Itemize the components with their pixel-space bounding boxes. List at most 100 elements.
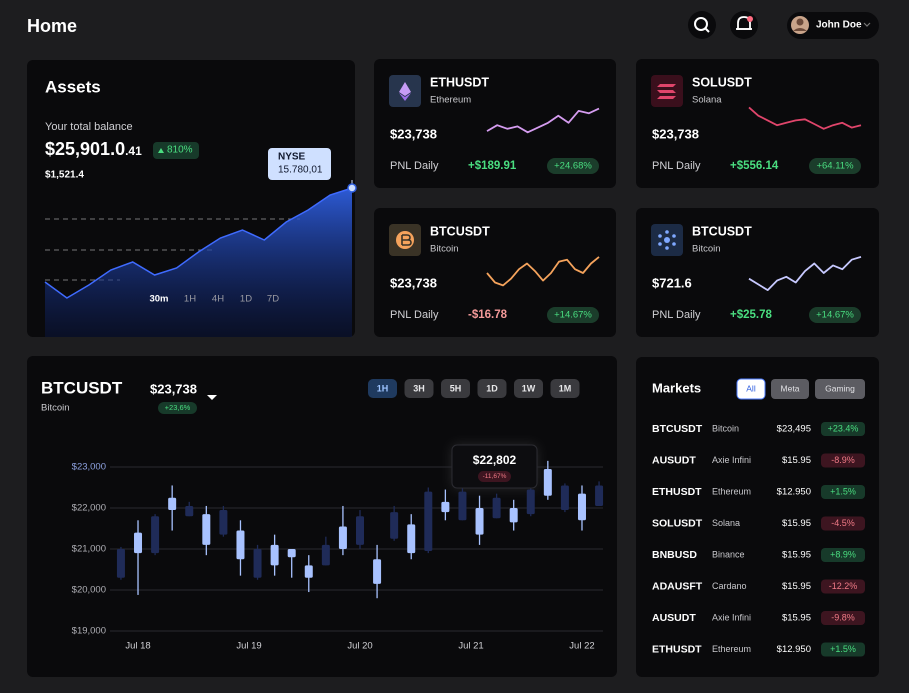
market-price: $15.95 <box>782 581 811 592</box>
notifications-button[interactable] <box>730 11 758 39</box>
market-name: Ethereum <box>712 486 751 496</box>
change-badge <box>821 548 865 562</box>
tooltip-value: 15.780,01 <box>278 165 323 176</box>
range-label[interactable]: 1W <box>522 383 536 393</box>
change-badge <box>821 453 865 468</box>
candle-body <box>151 516 160 554</box>
market-name: Binance <box>712 549 745 559</box>
range-label[interactable]: 1M <box>559 383 572 393</box>
candle-body <box>543 469 552 496</box>
range-button[interactable] <box>550 379 580 398</box>
change-badge <box>547 307 599 323</box>
ticker-card <box>636 59 879 188</box>
area <box>45 188 352 337</box>
change-badge <box>158 402 197 414</box>
ticker-card <box>374 59 616 188</box>
candle-body <box>407 524 416 554</box>
area-line <box>44 187 353 299</box>
sparkline <box>748 106 862 130</box>
dropdown-arrow[interactable] <box>207 395 217 400</box>
candle-body <box>304 565 313 578</box>
x-tick-label: Jul 21 <box>458 641 483 652</box>
range-button[interactable] <box>514 379 543 398</box>
btc-icon <box>389 224 421 256</box>
tooltip-label: NYSE <box>278 152 306 163</box>
y-tick-label: $19,000 <box>72 626 106 637</box>
chart-title: BTCUSDT <box>41 378 123 397</box>
range-button[interactable]: 1H <box>184 294 196 305</box>
market-price: $15.95 <box>782 455 811 466</box>
market-symbol: ETHUSDT <box>652 643 702 655</box>
search-button[interactable] <box>688 11 716 39</box>
market-price: $12.950 <box>777 644 811 655</box>
ticker-name: Bitcoin <box>692 244 721 255</box>
filter-label[interactable]: Meta <box>781 383 800 393</box>
filter-button[interactable] <box>815 379 865 399</box>
x-tick-label: Jul 20 <box>347 641 372 652</box>
range-button[interactable] <box>368 379 397 398</box>
change-text: +8.9% <box>830 549 856 559</box>
filter-button[interactable] <box>771 379 809 399</box>
candle-body <box>202 514 211 545</box>
pnl-value: +$189.91 <box>468 160 517 172</box>
range-label[interactable]: 5H <box>450 383 462 393</box>
change-text: -12.2% <box>829 581 858 591</box>
balance-label: Your total balance <box>45 121 133 133</box>
change-badge <box>547 158 599 174</box>
filter-button[interactable] <box>736 378 766 400</box>
candle-body <box>458 491 467 521</box>
sparkline <box>748 256 862 291</box>
ticker-price: $23,738 <box>390 126 437 141</box>
tooltip-dot <box>347 183 357 193</box>
ticker-name: Ethereum <box>430 95 471 106</box>
user-menu[interactable] <box>787 12 879 39</box>
range-button[interactable]: 1D <box>240 294 252 305</box>
ticker-name: Solana <box>692 95 722 106</box>
candle-body <box>116 549 125 578</box>
range-label[interactable]: 1D <box>486 383 498 393</box>
filter-label[interactable]: Gaming <box>825 383 855 393</box>
range-label[interactable]: 1H <box>377 383 389 393</box>
market-name: Axie Infini <box>712 612 751 622</box>
change-text: -8.9% <box>831 455 855 465</box>
y-tick-label: $22,000 <box>72 503 106 514</box>
chart-subtitle: Bitcoin <box>41 403 70 414</box>
candle-body <box>253 549 262 578</box>
balance-change: 810% <box>167 145 193 156</box>
candles-card <box>27 356 617 677</box>
market-price: $15.95 <box>782 613 811 624</box>
candle-body <box>236 530 245 560</box>
pnl-label: PNL Daily <box>390 160 439 172</box>
eth-icon <box>389 75 421 107</box>
ticker-symbol: ETHUSDT <box>430 75 489 89</box>
range-button[interactable] <box>477 379 507 398</box>
market-name: Ethereum <box>712 644 751 654</box>
change-text: +64.11% <box>816 161 854 172</box>
filter-label[interactable]: All <box>746 383 756 393</box>
range-button[interactable]: 30m <box>149 294 168 305</box>
tooltip-value: $22,802 <box>473 453 517 467</box>
range-label[interactable]: 3H <box>413 383 425 393</box>
candle-body <box>270 544 279 566</box>
range-button[interactable] <box>441 379 470 398</box>
change-badge <box>809 158 861 174</box>
candle-body <box>219 510 228 535</box>
range-button[interactable] <box>404 379 434 398</box>
ticker-symbol: BTCUSDT <box>430 224 490 238</box>
candle-body <box>526 489 535 515</box>
card-title: Assets <box>45 77 101 96</box>
range-button[interactable]: 4H <box>212 294 224 305</box>
markets-card <box>636 357 879 677</box>
market-name: Axie Infini <box>712 455 751 465</box>
tooltip-change: -11,67% <box>483 473 507 480</box>
market-price: $23,495 <box>777 424 811 435</box>
market-name: Bitcoin <box>712 423 739 433</box>
range-button[interactable]: 7D <box>267 294 279 305</box>
change-badge <box>821 642 865 657</box>
change-text: -9.8% <box>831 612 855 622</box>
market-name: Cardano <box>712 581 747 591</box>
candle-body <box>492 497 501 519</box>
pnl-value: +$556.14 <box>730 160 779 172</box>
change-badge <box>153 142 199 159</box>
